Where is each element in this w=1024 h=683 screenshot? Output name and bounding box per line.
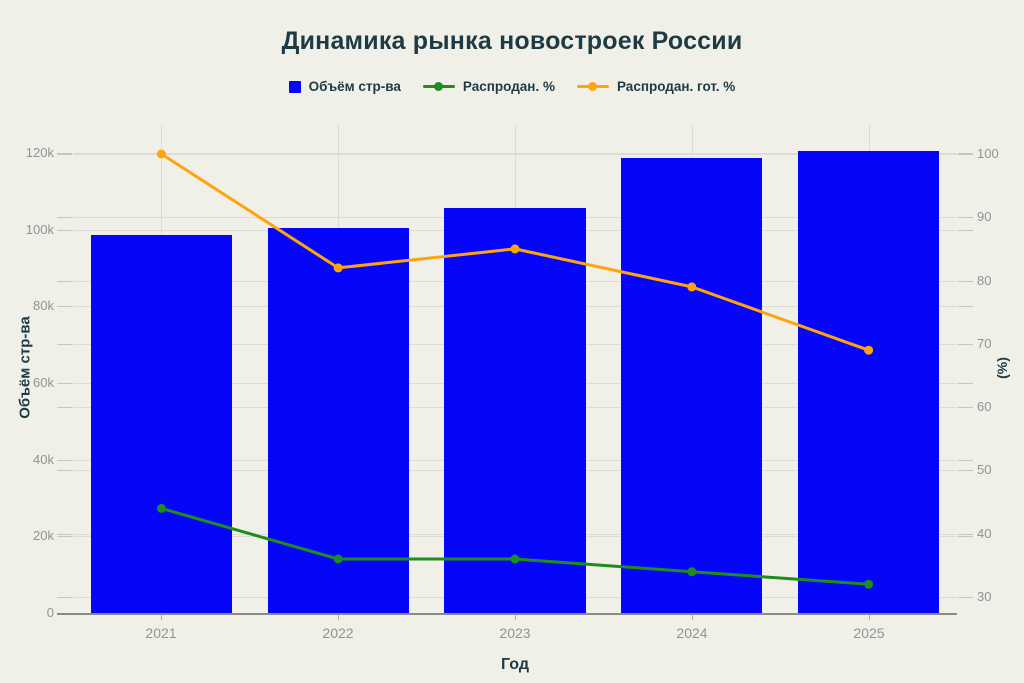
- bar-2021: [90, 235, 233, 613]
- x-tick-2021: [161, 615, 162, 620]
- gridline-right-100-left-tick: [57, 154, 72, 155]
- gridline-right-90-right-tick: [958, 217, 973, 218]
- x-axis-title: Год: [501, 656, 529, 673]
- gridline-right-50-left-tick: [57, 470, 72, 471]
- gridline-right-30-right-tick: [958, 597, 973, 598]
- sold-percent-line-point-2022: [333, 554, 343, 564]
- gridline-left-60k-right-tick: [958, 383, 973, 384]
- legend-line-swatch: [576, 82, 609, 92]
- y-axis-title-right: (%): [994, 357, 1010, 379]
- sold-ready-percent-line-point-2022: [333, 263, 343, 273]
- x-tick-label-2024: 2024: [676, 625, 708, 641]
- left-axis-tick-120k: 120k: [25, 145, 54, 160]
- gridline-left-80k-right-tick: [958, 306, 973, 307]
- left-axis-tick-60k: 60k: [33, 375, 54, 390]
- legend-item-0[interactable]: Объём стр-ва: [288, 79, 401, 94]
- line-series-layer: [156, 149, 874, 589]
- x-tick-2023: [515, 615, 516, 620]
- right-axis-tick-30: 30: [977, 589, 992, 604]
- gridline-left-60k-left-tick: [57, 383, 72, 384]
- right-axis-tick-90: 90: [977, 209, 992, 224]
- x-tick-label-2021: 2021: [145, 625, 177, 641]
- sold-percent-line-point-2023: [510, 554, 520, 564]
- sold-percent-line-point-2024: [687, 567, 697, 577]
- legend-label: Объём стр-ва: [308, 79, 401, 94]
- gridline-right-50-right-tick: [958, 470, 973, 471]
- gridline-left-120k-right-tick: [958, 153, 973, 154]
- legend-line-dot: [588, 82, 598, 91]
- legend-item-1[interactable]: Распродан. %: [422, 79, 555, 94]
- gridline-right-90-left-tick: [57, 217, 72, 218]
- bar-2022: [267, 227, 409, 614]
- x-tick-2024: [692, 615, 693, 620]
- legend-label: Распродан. %: [462, 79, 555, 94]
- right-axis-tick-50: 50: [977, 462, 992, 477]
- left-axis-tick-100k: 100k: [25, 222, 54, 237]
- right-axis-tick-70: 70: [977, 336, 992, 351]
- x-tick-2022: [338, 615, 339, 620]
- gridline-right-30-left-tick: [57, 597, 72, 598]
- x-tick-label-2025: 2025: [853, 625, 885, 641]
- gridline-right-100-right-tick: [958, 154, 973, 155]
- right-axis-tick-80: 80: [977, 273, 992, 288]
- sold-ready-percent-line-point-2023: [510, 244, 520, 254]
- sold-ready-percent-line-point-2021: [156, 149, 166, 159]
- gridline-left-120k-left-tick: [57, 153, 72, 154]
- gridline-right-70-left-tick: [57, 344, 72, 345]
- x-tick-2025: [869, 615, 870, 620]
- legend-item-2[interactable]: Распродан. гот. %: [576, 79, 736, 94]
- gridline-right-80-right-tick: [958, 281, 973, 282]
- right-axis-tick-60: 60: [977, 399, 992, 414]
- gridline-left-100k-left-tick: [57, 230, 72, 231]
- gridline-left-40k-right-tick: [958, 460, 973, 461]
- legend-square-swatch: [288, 80, 301, 93]
- x-tick-label-2022: 2022: [322, 625, 354, 641]
- left-axis-tick-40k: 40k: [33, 452, 54, 467]
- left-axis-tick-0: 0: [46, 605, 54, 620]
- gridline-right-60-left-tick: [57, 407, 72, 408]
- legend-line-dot: [434, 82, 444, 91]
- gridline-left-80k-left-tick: [57, 306, 72, 307]
- gridline-left-100k-right-tick: [958, 230, 973, 231]
- left-axis-tick-20k: 20k: [33, 528, 54, 543]
- gridline-right-70-right-tick: [958, 344, 973, 345]
- x-tick-label-2023: 2023: [499, 625, 531, 641]
- gridline-right-80-left-tick: [57, 281, 72, 282]
- left-axis-tick-80k: 80k: [33, 298, 54, 313]
- sold-ready-percent-line-point-2025: [864, 345, 874, 355]
- gridline-left-40k-left-tick: [57, 460, 72, 461]
- legend-label: Распродан. гот. %: [616, 79, 736, 94]
- y-axis-title-left: Объём стр-ва: [16, 316, 34, 419]
- legend: Объём стр-ва Распродан. % Распродан. гот. …: [0, 79, 1024, 94]
- gridline-left-20k-left-tick: [57, 536, 72, 537]
- bar-2025: [797, 151, 940, 613]
- gridline-right-40-right-tick: [958, 534, 973, 535]
- bar-2023: [444, 208, 586, 613]
- x-axis-line: [57, 613, 957, 615]
- gridline-right-60-right-tick: [958, 407, 973, 408]
- right-axis-tick-100: 100: [977, 146, 999, 161]
- sold-percent-line: [160, 506, 869, 586]
- sold-ready-percent-line-point-2024: [687, 282, 697, 292]
- bar-2024: [621, 158, 763, 613]
- gridline-right-40-left-tick: [57, 534, 72, 535]
- chart-title: Динамика рынка новостроек России: [281, 27, 743, 55]
- sold-percent-line-point-2021: [156, 503, 166, 513]
- gridline-left-20k-right-tick: [958, 536, 973, 537]
- sold-percent-line-point-2025: [864, 579, 874, 589]
- right-axis-tick-40: 40: [977, 526, 992, 541]
- legend-line-swatch: [422, 82, 455, 92]
